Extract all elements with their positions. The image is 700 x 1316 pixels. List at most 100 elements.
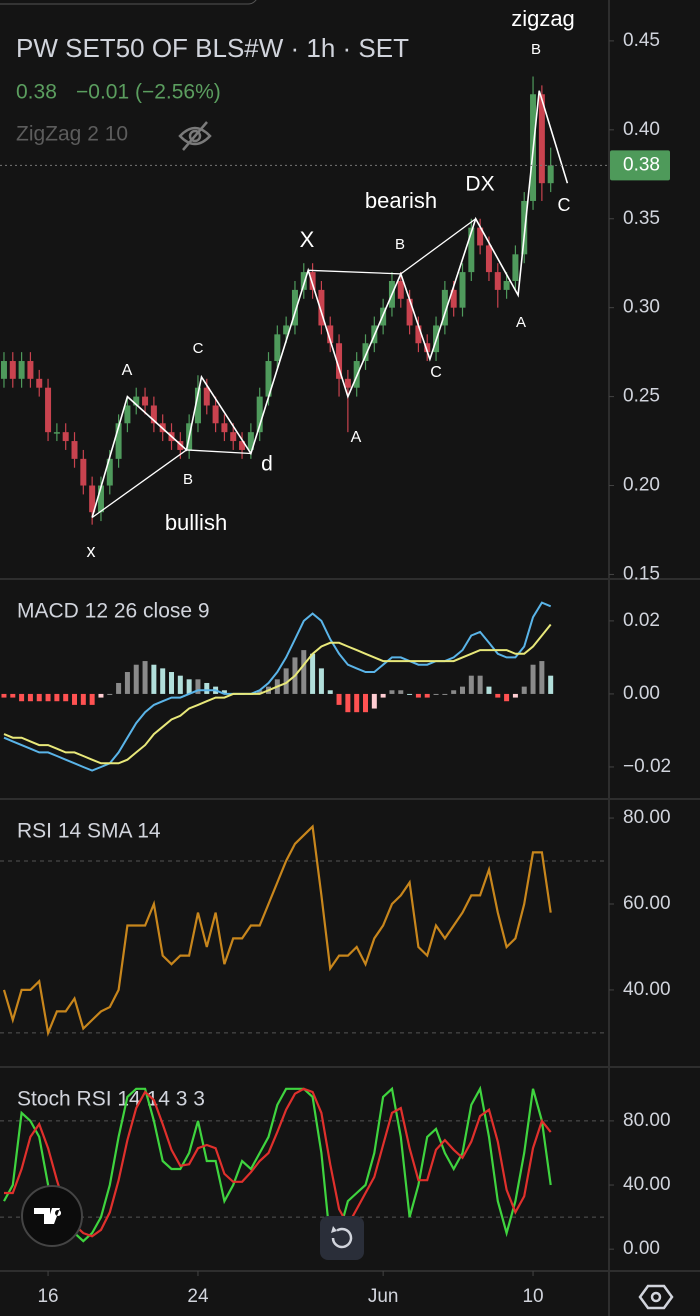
settings-button[interactable] (638, 1284, 674, 1310)
hidden-icon[interactable] (178, 121, 212, 151)
histogram-bar (221, 690, 227, 694)
x-tick-label: 16 (37, 1286, 58, 1307)
candle-body (459, 272, 466, 308)
candle-body (274, 334, 281, 362)
candle-body (62, 432, 69, 442)
y-tick-label: 40.00 (623, 1174, 671, 1195)
pivot-label: C (430, 364, 442, 381)
reset-arrow (331, 1227, 353, 1249)
histogram-bar (89, 693, 95, 705)
candle-body (239, 441, 246, 450)
histogram-bar (124, 672, 130, 694)
histogram-bar (504, 693, 510, 702)
histogram-bar (54, 693, 60, 702)
indicator-line (3, 1085, 552, 1244)
indicator-title: Stoch RSI 14 14 3 3 (17, 1088, 205, 1111)
symbol-title: PW SET50 OF BLS#W · 1h · SET (16, 33, 409, 63)
histogram-bar (468, 675, 474, 694)
candle-body (344, 378, 351, 388)
histogram-bar (451, 690, 457, 694)
candle-body (406, 298, 413, 326)
histogram-bar (177, 675, 183, 694)
candle-body (283, 325, 290, 335)
histogram-bar (301, 650, 307, 694)
y-tick-label: 0.35 (623, 208, 660, 229)
candle-body (27, 361, 34, 379)
histogram-bar (512, 693, 518, 698)
histogram-bar (530, 664, 536, 694)
histogram-bar (36, 693, 42, 702)
pivot-label: A (122, 362, 133, 379)
histogram-bar (415, 693, 421, 698)
candle-body (80, 458, 87, 486)
candle-body (97, 485, 104, 513)
candle-body (265, 361, 272, 397)
candle-body (547, 165, 554, 184)
histogram-bar (10, 693, 16, 698)
histogram-bar (63, 693, 69, 702)
candle-body (124, 405, 131, 424)
candle-body (300, 272, 307, 290)
histogram-bar (283, 668, 289, 694)
candle-body (115, 423, 122, 459)
logo-button[interactable] (21, 1185, 83, 1247)
reset-button[interactable] (320, 1216, 364, 1260)
pivot-label: B (183, 471, 193, 488)
price-change: −0.01 (−2.56%) (76, 81, 221, 104)
indicator-title: RSI 14 SMA 14 (17, 820, 161, 843)
x-tick-label: 24 (187, 1286, 209, 1307)
y-tick-label: 80.00 (623, 807, 671, 828)
histogram-bar (151, 664, 157, 694)
pivot-label: B (395, 236, 405, 253)
indicator-label: ZigZag 2 10 (16, 123, 128, 146)
histogram-bar (72, 693, 78, 705)
y-tick-label: 0.20 (623, 475, 660, 496)
candle-body (9, 361, 16, 379)
eye-pupil (188, 129, 202, 143)
candle-body (309, 272, 316, 290)
candle-body (441, 289, 448, 326)
histogram-bar (539, 661, 545, 694)
zigzag-line (91, 90, 569, 518)
histogram-bar (398, 690, 404, 694)
candle-body (212, 405, 219, 424)
candle-body (53, 432, 60, 434)
y-tick-label: 0.40 (623, 119, 660, 140)
candle-body (362, 343, 369, 362)
candle-body (230, 432, 237, 442)
histogram-bar (186, 679, 192, 694)
candle-body (424, 343, 431, 353)
y-tick-label: 0.25 (623, 386, 660, 407)
pattern-line (186, 449, 251, 455)
histogram-bar (442, 693, 448, 695)
histogram-bar (19, 693, 25, 702)
y-tick-label: 60.00 (623, 893, 671, 914)
histogram-bar (310, 653, 316, 694)
pivot-label: DX (465, 173, 494, 196)
candle-body (133, 396, 140, 406)
indicator-title: MACD 12 26 close 9 (17, 600, 210, 623)
candle-body (485, 245, 492, 273)
indicator-line (2, 824, 552, 1037)
indicator-line (3, 601, 552, 772)
candle-body (71, 441, 78, 459)
last-price: 0.38 (16, 81, 57, 104)
pattern-name: zigzag (511, 6, 575, 31)
histogram-bar (477, 675, 483, 694)
histogram-bar (345, 693, 351, 713)
candle-body (45, 387, 52, 433)
y-tick-label: 80.00 (623, 1110, 671, 1131)
histogram-bar (371, 693, 377, 709)
histogram-bar (460, 686, 466, 694)
histogram-bar (98, 693, 104, 698)
histogram-bar (548, 675, 554, 694)
last-price-tag-label: 0.38 (623, 154, 660, 175)
candle-body (221, 423, 228, 433)
histogram-bar (80, 693, 86, 705)
histogram-bar (486, 686, 492, 694)
histogram-bar (363, 693, 369, 713)
candle-body (18, 361, 25, 379)
candle-body (89, 485, 96, 513)
